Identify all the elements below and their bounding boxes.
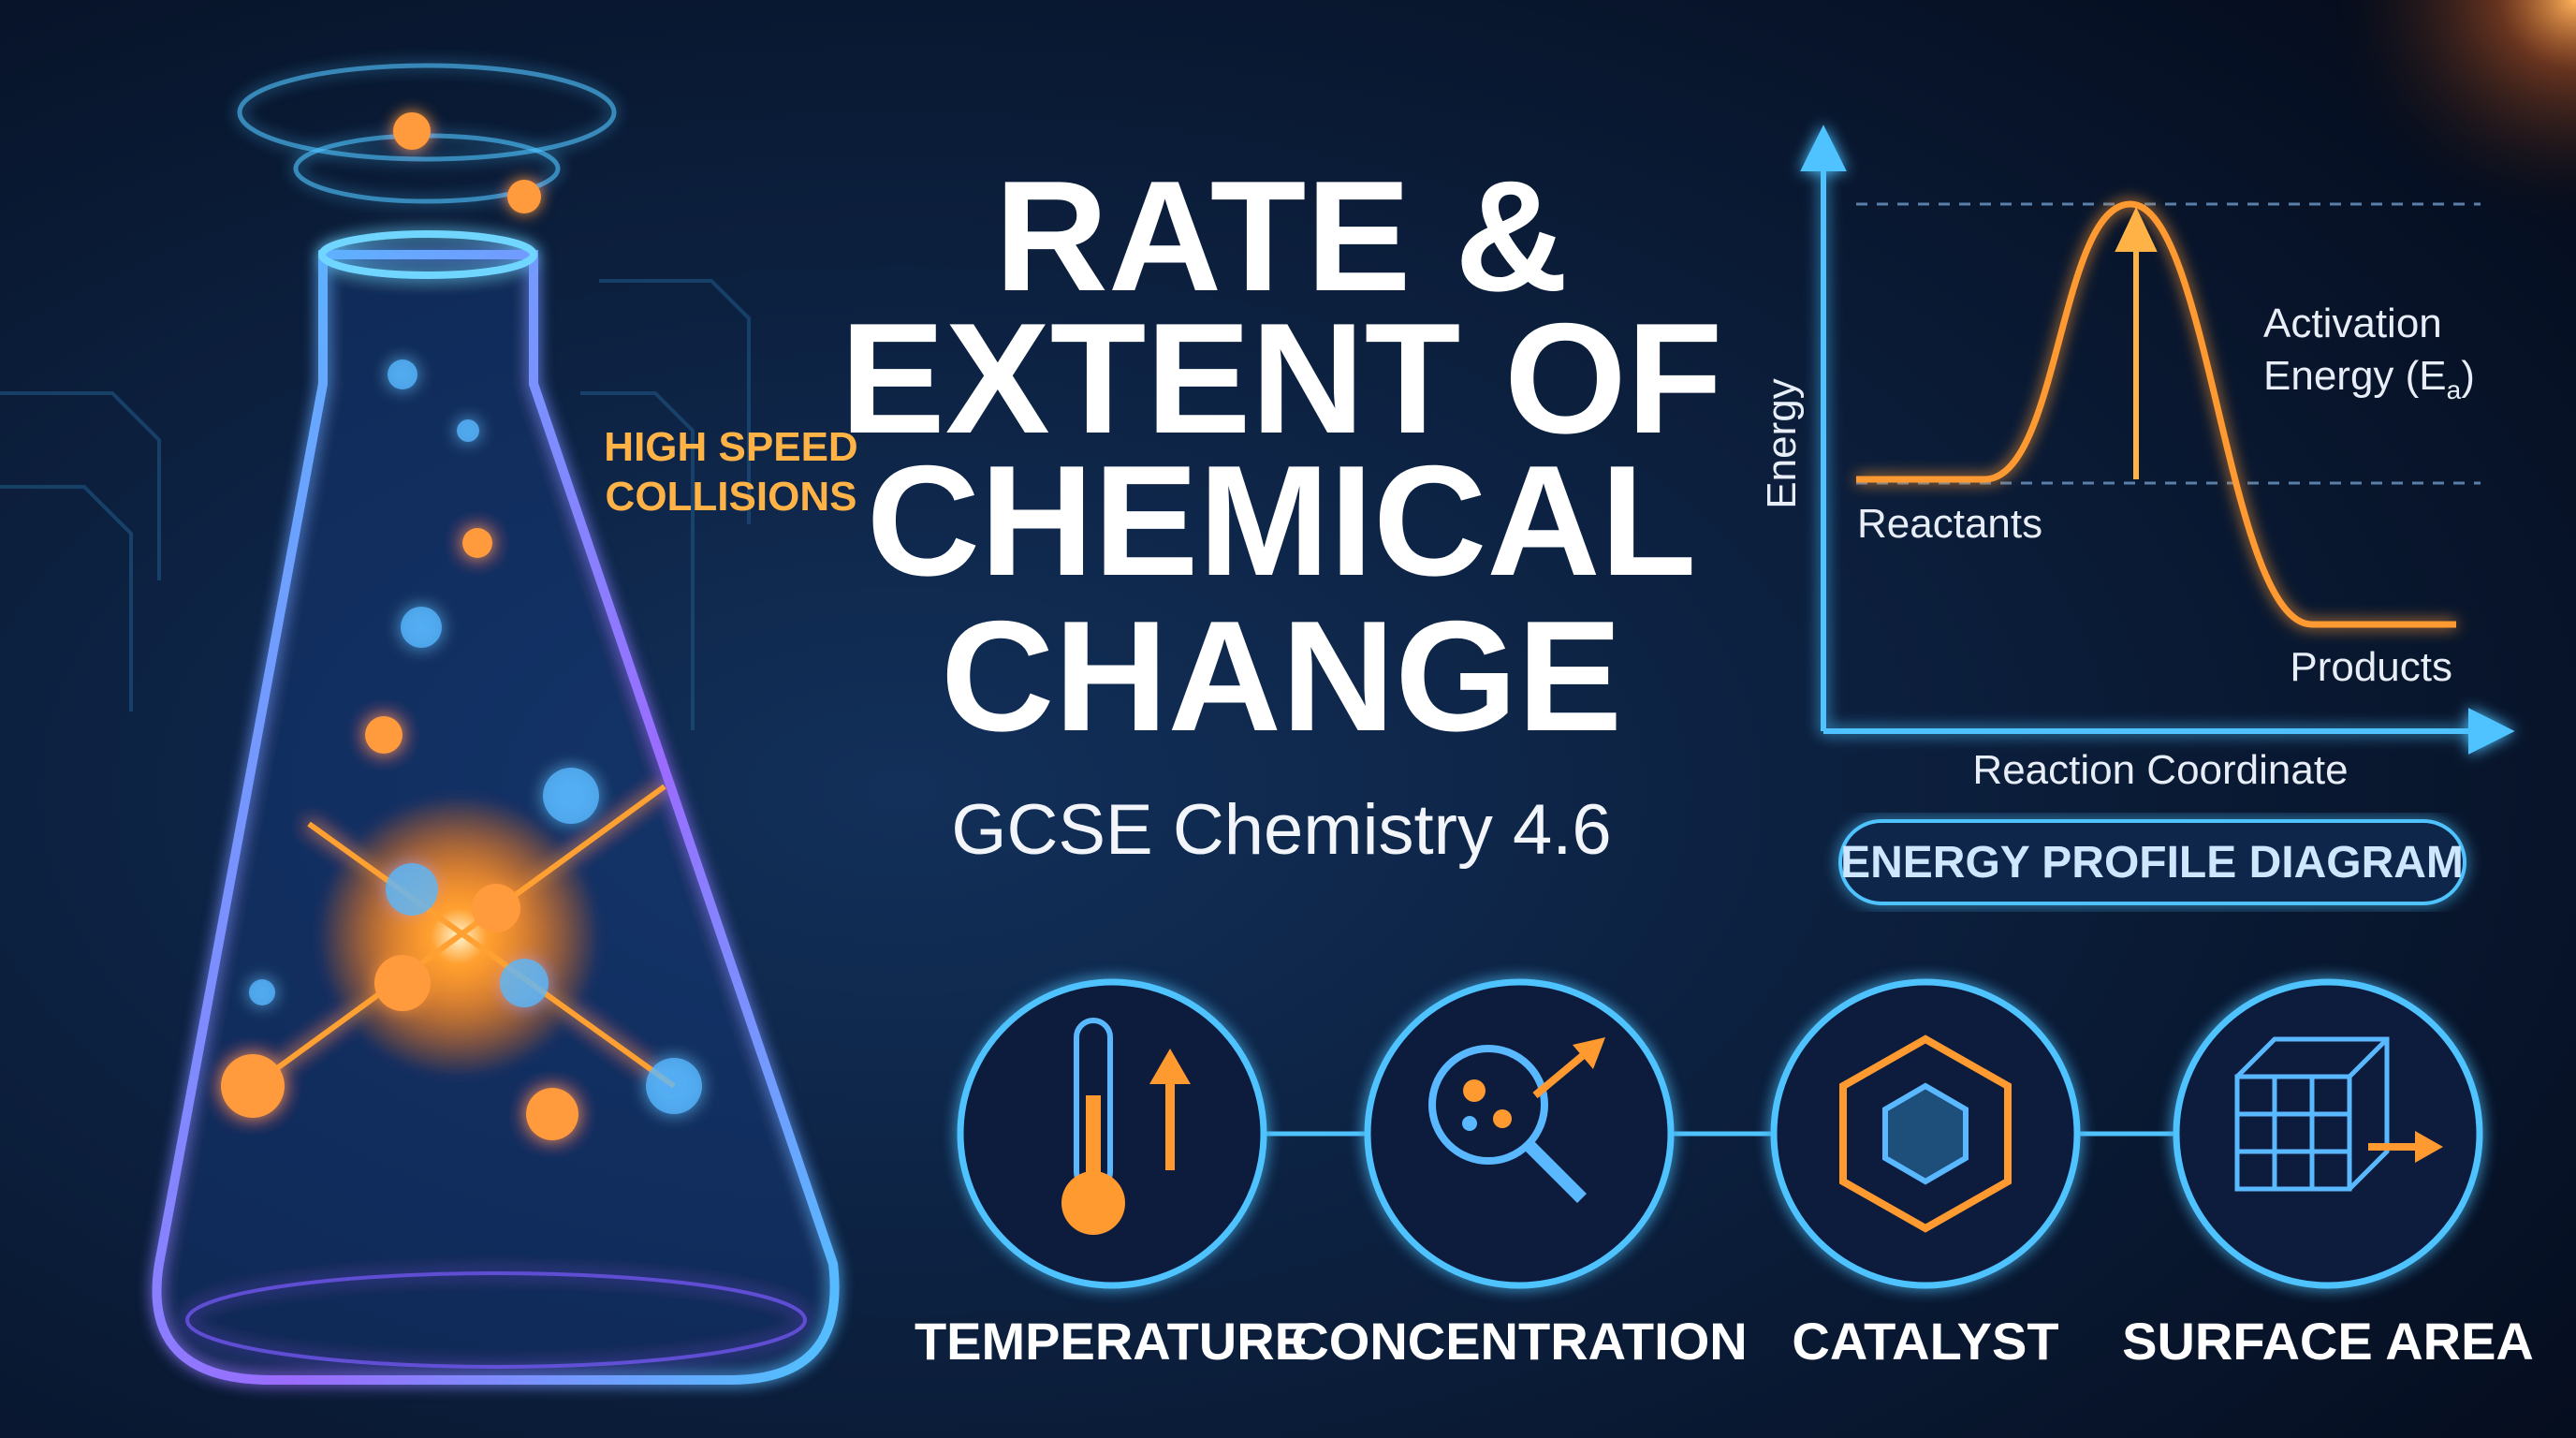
concentration-icon [1428, 1037, 1605, 1203]
subtitle: GCSE Chemistry 4.6 [951, 790, 1611, 870]
products-label: Products [2290, 644, 2452, 690]
particles-orange [221, 112, 578, 1140]
catalyst-icon [1839, 1034, 2012, 1233]
factors: TEMPERATURE CONCENTRATION CATALYST SURFA… [915, 978, 2534, 1371]
subscript: a [2447, 375, 2462, 404]
activation-arrow [2115, 206, 2158, 479]
energy-diagram: Energy Reactants Activation Energy (Ea) … [1759, 125, 2515, 905]
surface-area-icon [2234, 1036, 2443, 1192]
ripple [185, 1271, 807, 1369]
activation-label: Activation [2263, 301, 2442, 346]
y-axis-label: Energy [1759, 378, 1805, 508]
title-line: CHANGE [941, 588, 1622, 764]
title-line: RATE & [995, 148, 1569, 324]
swirl [237, 63, 617, 162]
callout: COLLISIONS [606, 474, 857, 520]
caption-pill [1838, 819, 2466, 905]
flask [152, 63, 840, 1385]
particles-blue [249, 360, 702, 1114]
activation-close: ) [2461, 353, 2475, 399]
collision-rays [251, 784, 676, 1089]
caption: ENERGY PROFILE DIAGRAM [1840, 838, 2464, 888]
factor-label: TEMPERATURE [915, 1312, 1310, 1371]
factor-label: SURFACE AREA [2122, 1312, 2534, 1371]
title-line: EXTENT OF [841, 290, 1723, 466]
reactants-label: Reactants [1857, 501, 2042, 547]
factor-label: CATALYST [1792, 1312, 2058, 1371]
x-axis-label: Reaction Coordinate [1972, 747, 2348, 793]
activation-text: Energy (E [2263, 353, 2447, 399]
guide-lines [1856, 202, 2481, 485]
temperature-icon [1061, 1018, 1191, 1235]
circuit-lines [0, 279, 751, 730]
axes [1800, 125, 2515, 755]
energy-curve [1856, 200, 2456, 628]
callout: HIGH SPEED [604, 424, 857, 470]
title-line: CHEMICAL [867, 433, 1697, 609]
activation-label: Energy (Ea) [2263, 353, 2475, 404]
factor-label: CONCENTRATION [1291, 1312, 1747, 1371]
flask-rim [318, 230, 537, 279]
